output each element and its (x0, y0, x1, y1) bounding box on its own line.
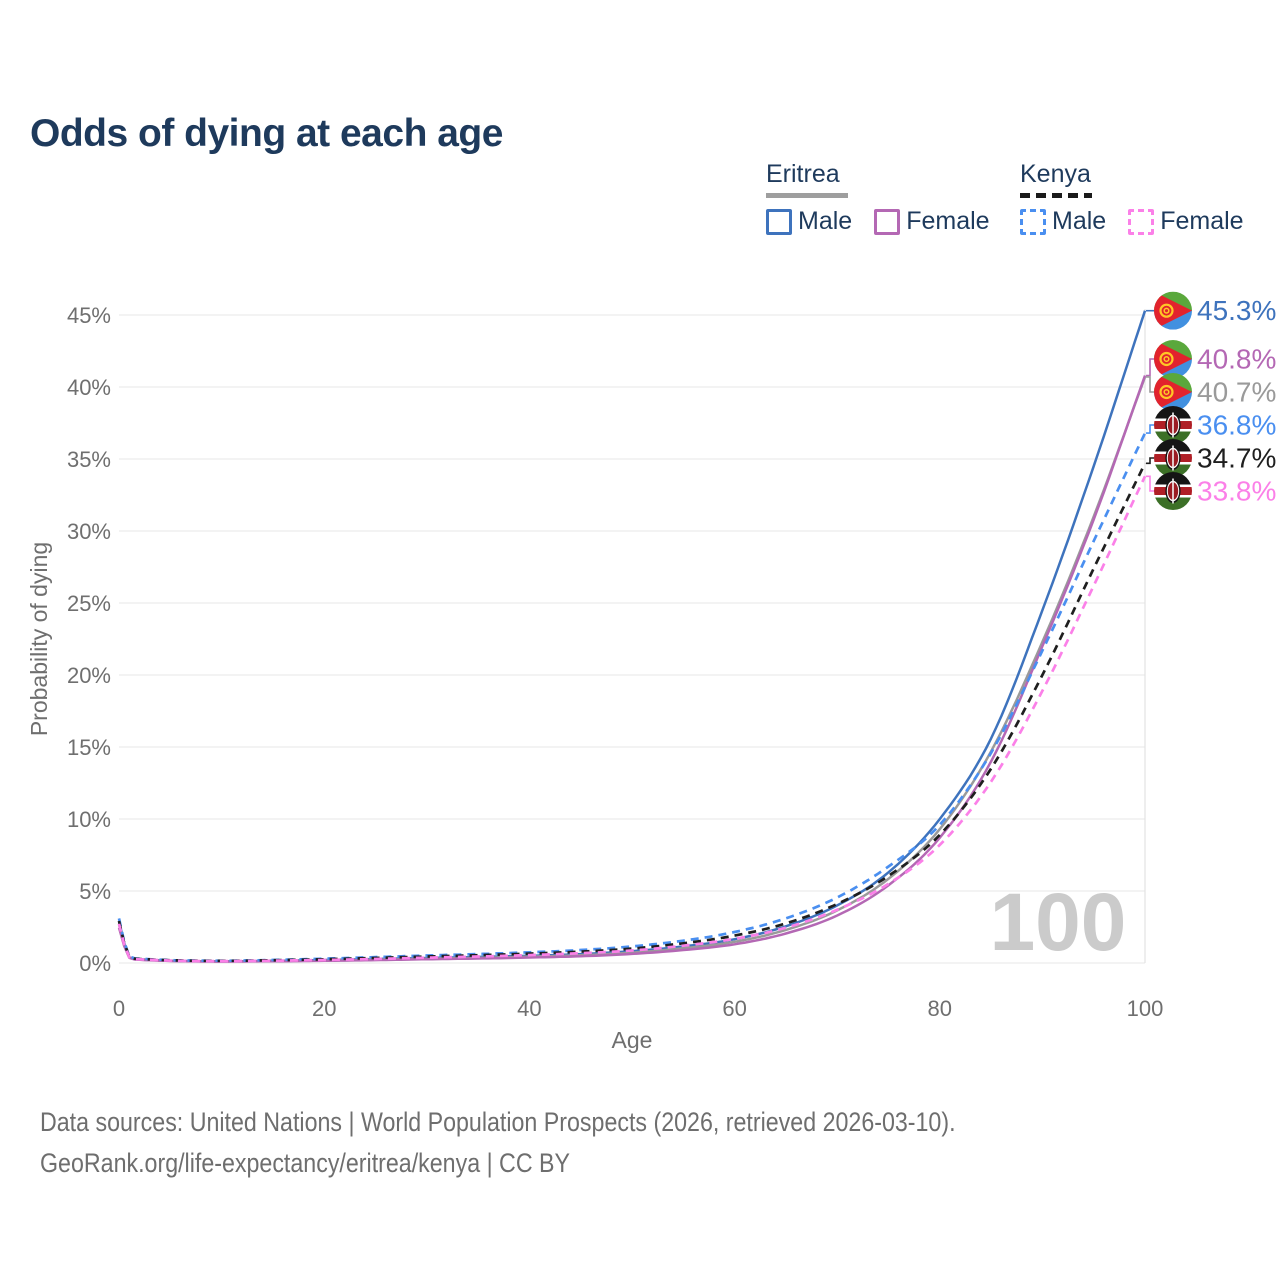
legend-group-title-eritrea: Eritrea (766, 160, 840, 188)
label-connector (1146, 424, 1154, 434)
legend-item-label: Female (906, 207, 990, 235)
kenya-male-swatch (1020, 208, 1046, 235)
y-tick-label: 15% (67, 735, 111, 760)
end-label-value: 40.8% (1197, 344, 1276, 375)
eritrea-line-sample (766, 193, 848, 198)
x-tick-label: 80 (928, 996, 952, 1021)
label-connector (1146, 376, 1154, 393)
kenya-line-sample (1020, 193, 1092, 198)
y-tick-label: 10% (67, 807, 111, 832)
eritrea-female-swatch (874, 208, 901, 235)
y-tick-label: 5% (79, 879, 111, 904)
y-tick-label: 20% (67, 663, 111, 688)
page-title: Odds of dying at each age (30, 112, 503, 156)
x-tick-label: 60 (722, 996, 746, 1021)
legend-item-label: Male (1052, 207, 1107, 235)
series-line-eritrea_female[interactable] (117, 375, 1147, 963)
label-connector (1146, 457, 1154, 465)
kenya-female-swatch (1128, 208, 1155, 235)
label-connector (1146, 358, 1154, 377)
kenya-flag-icon (1154, 406, 1192, 444)
kenya-flag-icon (1154, 439, 1192, 477)
y-tick-label: 35% (67, 447, 111, 472)
end-label-eritrea_total: 40.7% (1146, 373, 1276, 411)
legend-item-label: Male (798, 207, 853, 235)
end-label-kenya_total: 34.7% (1146, 439, 1276, 477)
end-label-kenya_male: 36.8% (1146, 406, 1276, 444)
data-source-line: Data sources: United Nations | World Pop… (40, 1107, 956, 1137)
x-tick-label: 100 (1127, 996, 1164, 1021)
age-watermark: 100 (990, 877, 1127, 968)
end-label-kenya_female: 33.8% (1146, 472, 1276, 510)
series-line-eritrea_total[interactable] (117, 376, 1147, 963)
end-label-eritrea_male: 45.3% (1146, 292, 1276, 330)
legend-item-label: Female (1160, 207, 1244, 235)
legend-item-eritrea-female[interactable]: Female (874, 207, 990, 236)
end-label-value: 40.7% (1197, 377, 1276, 408)
source-url-line: GeoRank.org/life-expectancy/eritrea/keny… (40, 1148, 571, 1178)
label-connector (1146, 475, 1154, 492)
y-tick-label: 45% (67, 303, 111, 328)
legend-item-kenya-male[interactable]: Male (1020, 207, 1106, 236)
eritrea-flag-icon (1154, 373, 1192, 411)
eritrea-flag-icon (1154, 340, 1192, 378)
eritrea-flag-icon (1154, 292, 1192, 330)
y-axis-label: Probability of dying (26, 542, 52, 736)
legend-group-kenya: Kenya Male Female (1020, 160, 1244, 236)
end-label-value: 36.8% (1197, 410, 1276, 441)
y-tick-label: 40% (67, 375, 111, 400)
y-tick-label: 0% (79, 951, 111, 976)
series-line-eritrea_male[interactable] (117, 310, 1147, 963)
y-tick-label: 30% (67, 519, 111, 544)
end-label-eritrea_female: 40.8% (1146, 340, 1276, 378)
kenya-flag-icon (1154, 472, 1192, 510)
end-label-value: 45.3% (1197, 295, 1276, 326)
x-tick-label: 20 (312, 996, 336, 1021)
x-tick-label: 40 (517, 996, 541, 1021)
x-tick-label: 0 (113, 996, 125, 1021)
eritrea-male-swatch (766, 208, 792, 235)
legend-item-kenya-female[interactable]: Female (1128, 207, 1244, 236)
y-tick-label: 25% (67, 591, 111, 616)
end-label-value: 33.8% (1197, 476, 1276, 507)
source-attribution: Data sources: United Nations | World Pop… (40, 1102, 956, 1184)
end-label-value: 34.7% (1197, 443, 1276, 474)
x-axis-label: Age (612, 1027, 653, 1053)
legend-item-eritrea-male[interactable]: Male (766, 207, 852, 236)
legend-group-eritrea: Eritrea Male Female (766, 160, 990, 236)
legend-group-title-kenya: Kenya (1020, 160, 1091, 188)
series-line-kenya_female[interactable] (117, 475, 1147, 963)
